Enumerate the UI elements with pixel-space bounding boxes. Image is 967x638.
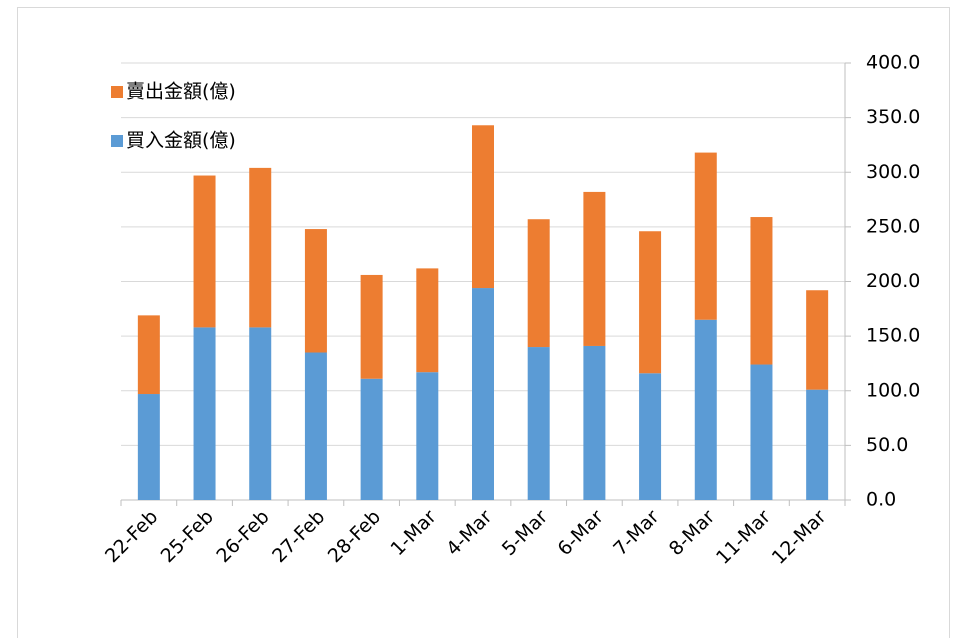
y-tick-label: 250.0 xyxy=(866,215,920,237)
bar-segment xyxy=(137,315,160,395)
x-tick-label: 11-Mar xyxy=(712,506,775,569)
bar-segment xyxy=(249,167,272,328)
bar-segment xyxy=(806,290,829,390)
bar-segment xyxy=(137,394,160,500)
bar-segment xyxy=(583,345,606,500)
x-tick-label: 7-Mar xyxy=(609,506,663,560)
bar-segment xyxy=(639,231,662,374)
y-tick-label: 50.0 xyxy=(866,434,908,456)
x-tick-label: 5-Mar xyxy=(498,506,552,560)
bar-segment xyxy=(416,268,439,373)
y-tick-label: 100.0 xyxy=(866,379,920,401)
y-tick-label: 350.0 xyxy=(866,106,920,128)
bar-segment xyxy=(806,389,829,500)
bar-segment xyxy=(360,274,383,379)
y-tick-label: 150.0 xyxy=(866,325,920,347)
legend-label: 賣出金額(億) xyxy=(126,81,236,103)
legend-swatch xyxy=(111,86,123,98)
bar-segment xyxy=(416,372,439,500)
y-tick-label: 300.0 xyxy=(866,161,920,183)
y-tick-label: 400.0 xyxy=(866,52,920,74)
chart-border xyxy=(17,7,950,638)
bar-segment xyxy=(750,217,773,365)
x-tick-label: 22-Feb xyxy=(101,506,162,567)
bar-segment xyxy=(527,347,550,500)
x-tick-label: 27-Feb xyxy=(268,506,329,567)
x-tick-label: 6-Mar xyxy=(554,506,608,560)
bar-segment xyxy=(694,152,717,320)
y-tick-label: 200.0 xyxy=(866,270,920,292)
x-tick-label: 4-Mar xyxy=(442,506,496,560)
bar-segment xyxy=(193,175,216,328)
bar-segment xyxy=(360,378,383,500)
bar-segment xyxy=(472,288,494,500)
legend-label: 買入金額(億) xyxy=(126,130,236,152)
y-tick-label: 0.0 xyxy=(866,489,896,511)
bar-segment xyxy=(750,364,773,500)
x-tick-label: 25-Feb xyxy=(157,506,218,567)
bar-segment xyxy=(193,327,216,500)
x-tick-label: 28-Feb xyxy=(324,506,385,567)
bar-segment xyxy=(304,352,327,500)
bar-segment xyxy=(304,229,327,353)
bar-segment xyxy=(472,125,494,289)
bar-segment xyxy=(583,191,606,346)
x-tick-label: 26-Feb xyxy=(212,506,273,567)
bar-segment xyxy=(639,373,662,500)
x-tick-label: 8-Mar xyxy=(665,506,719,560)
bar-segment xyxy=(249,327,272,500)
x-tick-label: 1-Mar xyxy=(386,506,440,560)
bar-segment xyxy=(694,319,717,500)
bar-segment xyxy=(527,219,550,348)
x-tick-label: 12-Mar xyxy=(768,506,831,569)
legend-swatch xyxy=(111,135,123,147)
